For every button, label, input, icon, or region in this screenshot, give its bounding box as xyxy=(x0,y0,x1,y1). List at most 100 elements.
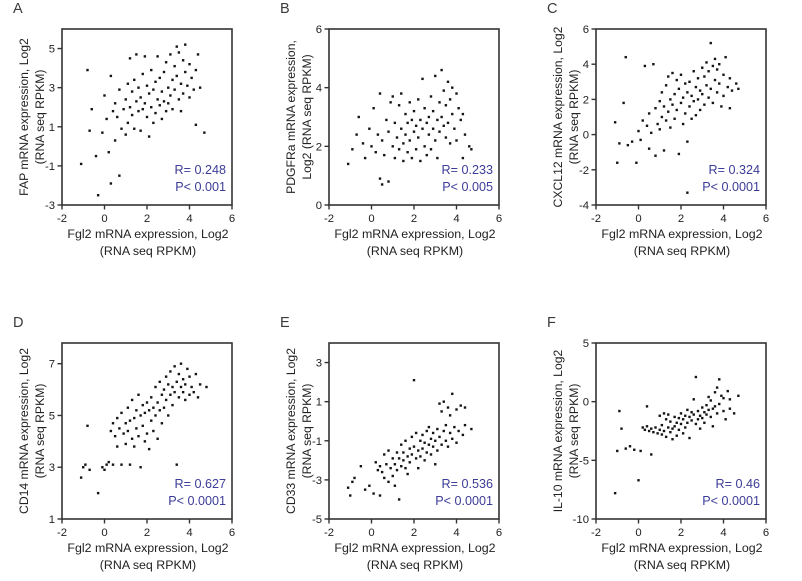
svg-text:6: 6 xyxy=(496,527,502,539)
scatter-plot-f: -2 0 2 4 6 -10 -5 0 5 xyxy=(573,339,769,539)
svg-text:6: 6 xyxy=(316,25,322,36)
figure-row-bottom: D CD14 mRNA expression, Log2 (RNA seq RP… xyxy=(0,290,802,581)
svg-text:5: 5 xyxy=(49,44,55,56)
panel-b: B PDGFRa mRNA expression, Log2 (RNA seq … xyxy=(267,0,534,290)
svg-text:2: 2 xyxy=(411,213,417,225)
svg-text:6: 6 xyxy=(583,25,589,36)
x-axis-label-line2: (RNA seq RPKM) xyxy=(633,243,731,258)
x-axis-label-e: Fgl2 mRNA expression, Log2 (RNA seq RPKM… xyxy=(329,540,501,573)
svg-text:6: 6 xyxy=(229,527,235,539)
y-axis-label-line1: CD14 mRNA expression, Log2 xyxy=(17,348,31,514)
panel-letter-e: E xyxy=(280,315,290,331)
panel-c: C CXCL12 mRNA expression, Log2 (RNA seq … xyxy=(534,0,801,290)
scatter-plot-a: -2 0 2 4 6 -3 -1 1 3 5 xyxy=(45,28,235,225)
svg-text:0: 0 xyxy=(316,200,322,212)
svg-text:4: 4 xyxy=(186,213,192,225)
svg-text:-10: -10 xyxy=(573,514,589,526)
x-axis-label-f: Fgl2 mRNA expression, Log2 (RNA seq RPKM… xyxy=(596,540,768,573)
svg-text:4: 4 xyxy=(453,527,459,539)
x-axis-label-line1: Fgl2 mRNA expression, Log2 xyxy=(67,227,229,241)
panel-e: E CD33 mRNA expression, Log2 (RNA seq RP… xyxy=(267,290,534,581)
svg-text:0: 0 xyxy=(635,213,641,225)
x-axis-label-line2: (RNA seq RPKM) xyxy=(99,243,197,258)
correlation-stats-e: R= 0.536 P< 0.0001 xyxy=(435,476,493,510)
svg-text:6: 6 xyxy=(229,213,235,225)
svg-text:0: 0 xyxy=(583,130,589,142)
svg-text:2: 2 xyxy=(583,94,589,106)
y-axis-label-line1: FAP mRNA expression, Log2 xyxy=(17,38,31,196)
x-axis-label-line1: Fgl2 mRNA expression, Log2 xyxy=(67,541,229,555)
r-value: R= 0.248 xyxy=(174,163,226,177)
svg-text:0: 0 xyxy=(583,397,589,409)
svg-text:-2: -2 xyxy=(591,213,601,225)
svg-text:2: 2 xyxy=(678,213,684,225)
svg-text:4: 4 xyxy=(720,213,726,225)
svg-text:2: 2 xyxy=(316,141,322,153)
svg-text:4: 4 xyxy=(720,527,726,539)
svg-text:2: 2 xyxy=(144,213,150,225)
x-axis-label-line2: (RNA seq RPKM) xyxy=(633,557,731,572)
p-value: P< 0.005 xyxy=(442,180,493,194)
svg-text:-3: -3 xyxy=(312,475,322,487)
svg-text:-2: -2 xyxy=(324,213,334,225)
svg-text:5: 5 xyxy=(49,410,55,422)
svg-text:-1: -1 xyxy=(312,436,322,448)
svg-text:-3: -3 xyxy=(45,200,55,212)
scatter-plot-e: -2 0 2 4 6 -5 -3 -1 1 3 xyxy=(312,342,502,539)
panel-d: D CD14 mRNA expression, Log2 (RNA seq RP… xyxy=(0,290,267,581)
x-axis-label-a: Fgl2 mRNA expression, Log2 (RNA seq RPKM… xyxy=(62,226,234,259)
r-value: R= 0.627 xyxy=(174,477,226,491)
svg-text:7: 7 xyxy=(49,359,55,371)
svg-text:4: 4 xyxy=(453,213,459,225)
correlation-stats-f: R= 0.46 P< 0.0001 xyxy=(702,476,760,510)
svg-text:-2: -2 xyxy=(57,213,67,225)
r-value: R= 0.233 xyxy=(441,163,493,177)
p-value: P< 0.0001 xyxy=(702,494,760,508)
x-axis-label-line1: Fgl2 mRNA expression, Log2 xyxy=(334,227,496,241)
correlation-stats-c: R= 0.324 P< 0.0001 xyxy=(702,162,760,196)
svg-text:-5: -5 xyxy=(579,455,589,467)
x-axis-label-line1: Fgl2 mRNA expression, Log2 xyxy=(334,541,496,555)
svg-text:5: 5 xyxy=(583,339,589,350)
svg-text:3: 3 xyxy=(49,83,55,95)
svg-text:6: 6 xyxy=(763,213,769,225)
x-axis-label-d: Fgl2 mRNA expression, Log2 (RNA seq RPKM… xyxy=(62,540,234,573)
panel-letter-f: F xyxy=(547,315,556,331)
svg-text:4: 4 xyxy=(583,59,589,71)
svg-text:3: 3 xyxy=(49,462,55,474)
svg-text:-4: -4 xyxy=(579,200,589,212)
svg-text:1: 1 xyxy=(316,397,322,409)
svg-text:4: 4 xyxy=(186,527,192,539)
svg-text:-1: -1 xyxy=(45,161,55,173)
y-axis-label-line1: CD33 mRNA expression, Log2 xyxy=(284,348,298,514)
scatter-plot-d: -2 0 2 4 6 1 3 5 7 xyxy=(49,342,235,539)
panel-f: F IL-10 mRNA expression, Log2 (RNA seq R… xyxy=(534,290,801,581)
svg-text:1: 1 xyxy=(49,122,55,134)
svg-text:-2: -2 xyxy=(324,527,334,539)
panel-a: A FAP mRNA expression, Log2 (RNA seq RPK… xyxy=(0,0,267,290)
p-value: P< 0.0001 xyxy=(435,494,493,508)
svg-text:4: 4 xyxy=(316,83,322,95)
x-axis-label-line2: (RNA seq RPKM) xyxy=(366,243,464,258)
svg-text:6: 6 xyxy=(763,527,769,539)
figure-row-top: A FAP mRNA expression, Log2 (RNA seq RPK… xyxy=(0,0,802,290)
correlation-stats-a: R= 0.248 P< 0.001 xyxy=(175,162,226,196)
r-value: R= 0.46 xyxy=(715,477,760,491)
x-axis-label-line2: (RNA seq RPKM) xyxy=(366,557,464,572)
svg-text:0: 0 xyxy=(368,527,374,539)
correlation-stats-d: R= 0.627 P< 0.0001 xyxy=(168,476,226,510)
x-axis-label-b: Fgl2 mRNA expression, Log2 (RNA seq RPKM… xyxy=(329,226,501,259)
correlation-stats-b: R= 0.233 P< 0.005 xyxy=(442,162,493,196)
r-value: R= 0.324 xyxy=(708,163,760,177)
svg-text:-2: -2 xyxy=(591,527,601,539)
panel-letter-a: A xyxy=(13,1,23,17)
p-value: P< 0.0001 xyxy=(702,180,760,194)
y-axis-label-line1: IL-10 mRNA expression, Log2 xyxy=(551,349,565,513)
p-value: P< 0.001 xyxy=(175,180,226,194)
svg-text:-2: -2 xyxy=(579,165,589,177)
p-value: P< 0.0001 xyxy=(168,494,226,508)
svg-text:0: 0 xyxy=(635,527,641,539)
